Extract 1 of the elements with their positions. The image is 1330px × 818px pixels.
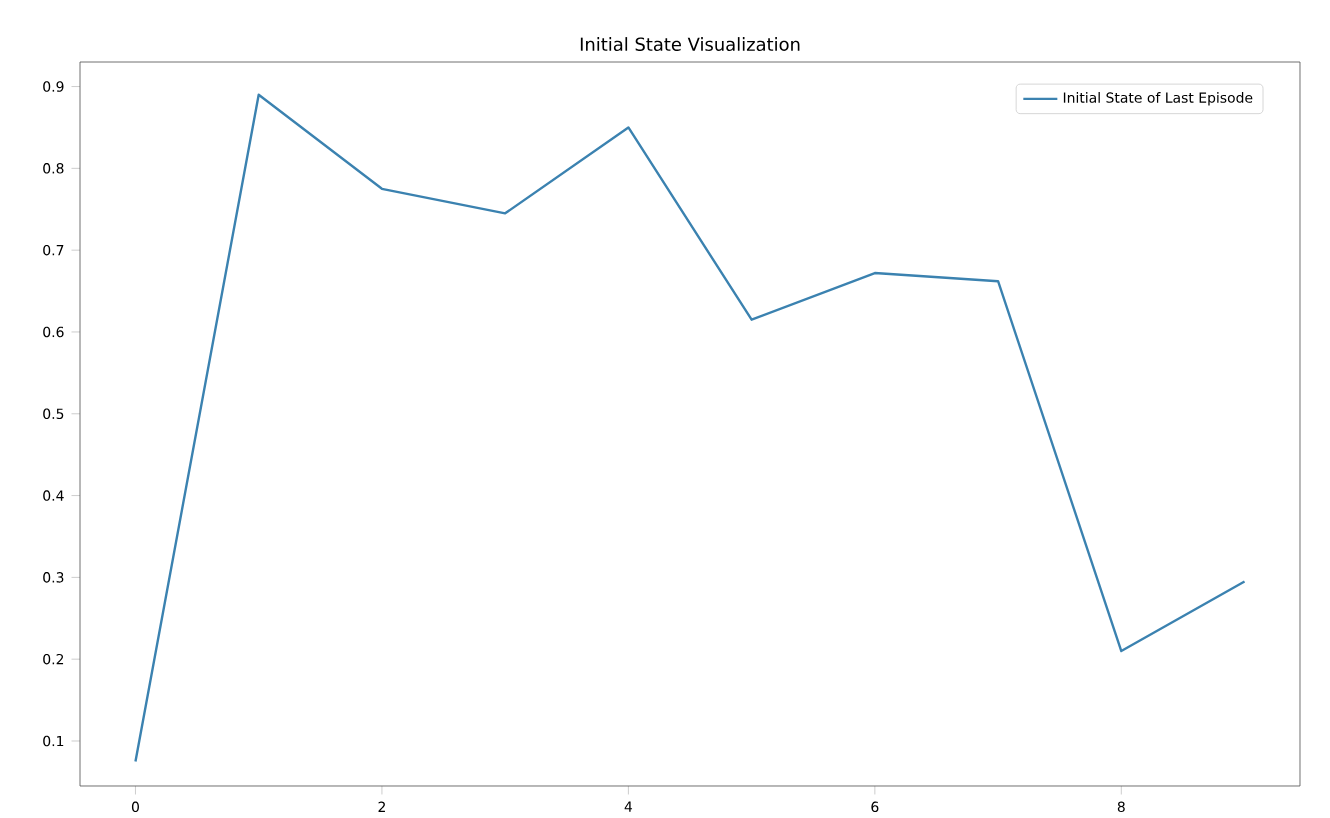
chart-title: Initial State Visualization: [580, 36, 800, 51]
